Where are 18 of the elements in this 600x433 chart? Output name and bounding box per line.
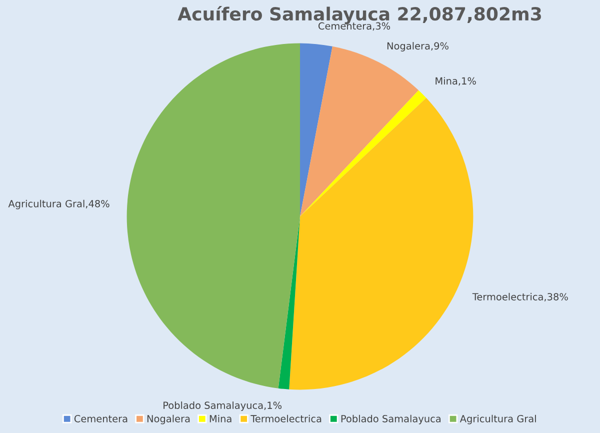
legend-label: Agricultura Gral — [460, 414, 536, 424]
pie-slice — [289, 98, 474, 390]
legend-label: Cementera — [74, 415, 128, 422]
data-label: Cementera,3% — [318, 22, 390, 31]
pie-slice — [278, 216, 300, 390]
data-label: Termoelectrica,38% — [472, 292, 568, 302]
pie-slice — [300, 43, 332, 216]
chart-title: Acuífero Samalayuca 22,087,802m3 — [178, 6, 541, 24]
legend-label: Nogalera — [147, 414, 190, 424]
pie-slice — [126, 43, 300, 388]
legend-label: Mina — [210, 414, 232, 422]
data-label: Poblado Samalayuca,1% — [164, 401, 282, 411]
data-label: Nogalera,9% — [387, 42, 448, 52]
pie-slice — [300, 90, 426, 216]
legend-label: Termoelectrica — [250, 414, 322, 422]
legend-label: Poblado Samalayuca — [341, 414, 441, 424]
data-label: Agricultura Gral,48% — [8, 200, 110, 210]
data-label: Mina,1% — [436, 77, 476, 86]
